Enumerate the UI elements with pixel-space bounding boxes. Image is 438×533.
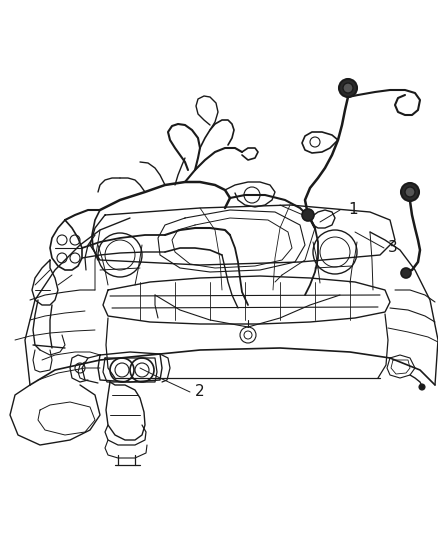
- Text: 3: 3: [388, 240, 398, 255]
- Circle shape: [401, 183, 419, 201]
- Circle shape: [343, 83, 353, 93]
- Circle shape: [419, 384, 425, 390]
- Circle shape: [302, 209, 314, 221]
- Circle shape: [339, 79, 357, 97]
- Text: 2: 2: [195, 384, 205, 400]
- Text: 1: 1: [348, 203, 357, 217]
- Circle shape: [405, 187, 415, 197]
- Circle shape: [401, 268, 411, 278]
